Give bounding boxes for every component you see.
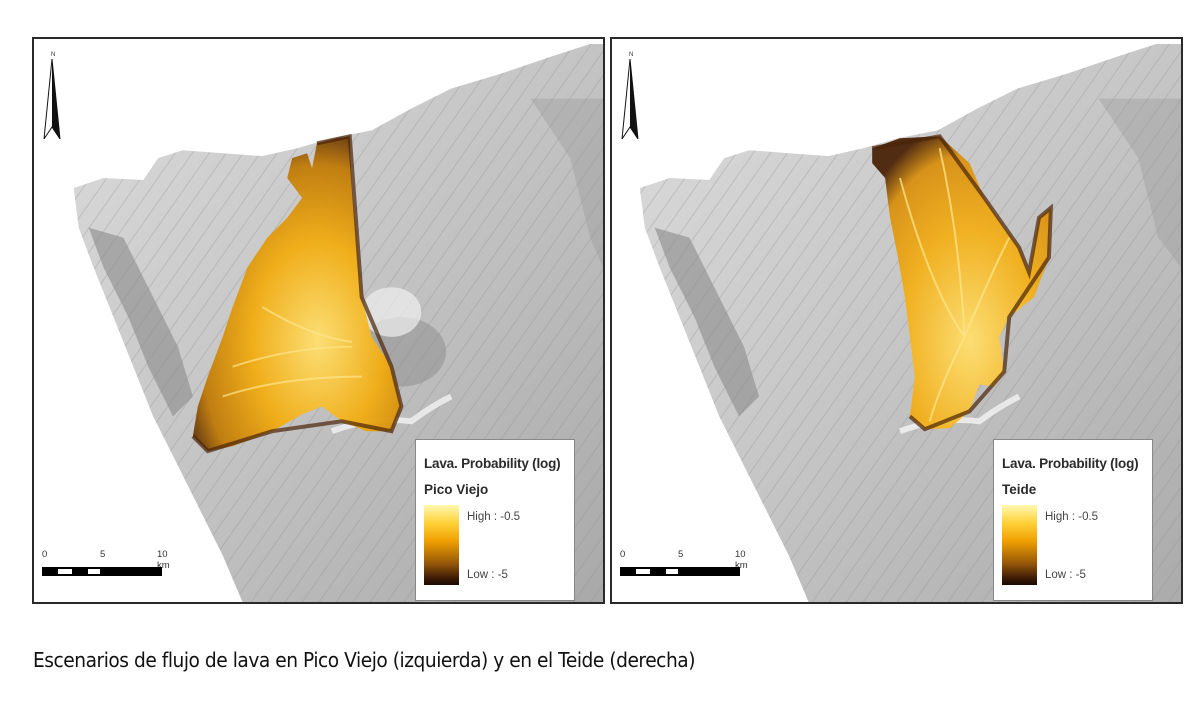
legend-high-label: High : -0.5 — [467, 511, 521, 523]
figure-caption: Escenarios de flujo de lava en Pico Viej… — [33, 648, 696, 672]
legend-title: Lava. Probability (log) — [424, 456, 561, 471]
scale-bar: 0 5 10 km — [620, 549, 760, 589]
legend-color-ramp — [1002, 505, 1037, 585]
legend-color-ramp — [424, 505, 459, 585]
legend-scenario: Pico Viejo — [424, 482, 489, 497]
legend: Lava. Probability (log) Teide High : -0.… — [993, 439, 1153, 601]
scale-tick-10km: 10 km — [157, 549, 170, 571]
legend-scenario: Teide — [1002, 482, 1037, 497]
legend-title: Lava. Probability (log) — [1002, 456, 1139, 471]
map-panel-pico-viejo: N 0 5 10 km Lava. Probability (log) Pico… — [32, 37, 605, 604]
scale-tick-0: 0 — [620, 549, 626, 560]
legend-low-label: Low : -5 — [1045, 569, 1086, 581]
map-panel-teide: N 0 5 10 km Lava. Probability (log) Teid… — [610, 37, 1183, 604]
scale-tick-0: 0 — [42, 549, 48, 560]
legend: Lava. Probability (log) Pico Viejo High … — [415, 439, 575, 601]
north-arrow-icon: N — [618, 47, 640, 140]
scale-tick-5: 5 — [100, 549, 106, 560]
scale-bar: 0 5 10 km — [42, 549, 182, 589]
legend-high-label: High : -0.5 — [1045, 511, 1099, 523]
north-label: N — [629, 52, 634, 58]
scale-tick-10km: 10 km — [735, 549, 748, 571]
scale-tick-5: 5 — [678, 549, 684, 560]
legend-low-label: Low : -5 — [467, 569, 508, 581]
north-arrow-icon: N — [40, 47, 62, 140]
north-label: N — [51, 52, 56, 58]
